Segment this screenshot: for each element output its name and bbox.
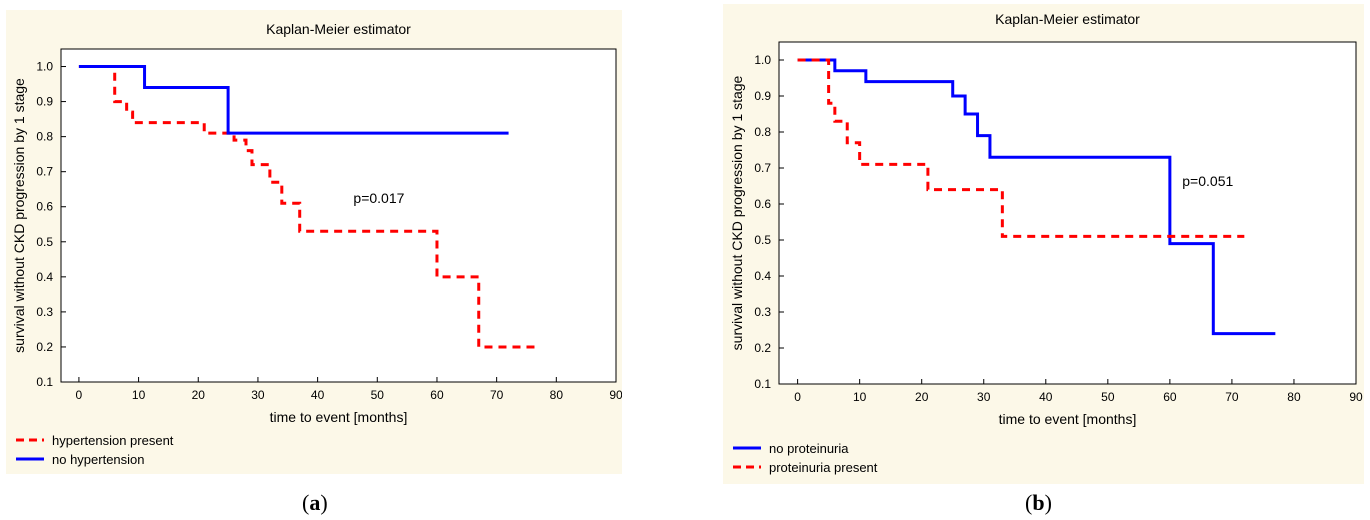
chart-1-title: Kaplan-Meier estimator (995, 11, 1140, 27)
chart-1-x-axis-label: time to event [months] (999, 411, 1137, 427)
chart-1-x-tick-label: 0 (794, 390, 801, 404)
caption-b: (b) (1025, 490, 1052, 515)
chart-0-x-tick-label: 10 (132, 388, 146, 402)
chart-1-y-tick-label: 0.3 (754, 305, 771, 319)
chart-1-x-tick-label: 40 (1039, 390, 1053, 404)
chart-1-series-line-1 (797, 58, 1276, 336)
chart-1-x-tick-label: 80 (1287, 390, 1301, 404)
chart-1-y-tick-label: 0.7 (754, 161, 771, 175)
chart-0-y-tick-label: 0.2 (36, 340, 53, 354)
chart-0-y-tick-label: 0.9 (36, 95, 53, 109)
chart-0-legend-label-1: hypertension present (52, 433, 174, 448)
chart-1-x-tick-label: 70 (1225, 390, 1239, 404)
chart-1-series-line-2 (797, 58, 1245, 238)
chart-1-x-tick-label: 30 (977, 390, 991, 404)
chart-0-y-tick-label: 0.6 (36, 200, 53, 214)
chart-1-plot-area (778, 41, 1357, 385)
chart-1-y-tick-label: 0.5 (754, 233, 771, 247)
chart-0-y-tick-label: 0.7 (36, 165, 53, 179)
chart-0-x-tick-label: 90 (609, 388, 622, 402)
chart-0-legend-label-2: no hypertension (52, 452, 145, 467)
chart-1-x-tick-label: 20 (915, 390, 929, 404)
chart-0-x-tick-label: 70 (490, 388, 504, 402)
chart-1-y-tick-label: 0.9 (754, 89, 771, 103)
chart-0-plot-area (60, 48, 617, 383)
chart-1-y-tick-label: 0.2 (754, 341, 771, 355)
chart-1-x-tick-label: 90 (1349, 390, 1363, 404)
chart-1-x-tick-label: 50 (1101, 390, 1115, 404)
chart-0-x-tick-label: 60 (430, 388, 444, 402)
chart-0-y-tick-label: 0.8 (36, 130, 53, 144)
chart-0-x-tick-label: 80 (550, 388, 564, 402)
chart-0-y-tick-label: 0.4 (36, 270, 53, 284)
chart-1-y-axis-label: survival without CKD progression by 1 st… (729, 75, 745, 350)
chart-panel-b: Kaplan-Meier estimator 0 10 20 30 40 50 60 70 80 9… (723, 4, 1364, 484)
chart-0-x-tick-label: 0 (76, 388, 83, 402)
chart-0-y-axis-label: survival without CKD progression by 1 st… (11, 78, 27, 353)
chart-1-legend-label-1: no proteinuria (769, 441, 849, 456)
chart-1-p-value-annotation: p=0.051 (1182, 173, 1233, 189)
chart-0-x-tick-label: 50 (371, 388, 385, 402)
chart-1-x-tick-label: 60 (1163, 390, 1177, 404)
chart-0-x-axis-label: time to event [months] (270, 409, 408, 425)
chart-a-svg: Kaplan-Meier estimator 0 10 20 30 40 50 60 70 80 9… (11, 21, 622, 467)
chart-1-y-tick-label: 1.0 (754, 53, 771, 67)
chart-0-y-tick-label: 0.3 (36, 305, 53, 319)
chart-panel-a: Kaplan-Meier estimator 0 10 20 30 40 50 60 70 80 9… (6, 10, 622, 474)
chart-0-x-tick-label: 20 (192, 388, 206, 402)
chart-0-p-value-annotation: p=0.017 (353, 190, 404, 206)
chart-1-y-tick-label: 0.1 (754, 377, 771, 391)
chart-0-title: Kaplan-Meier estimator (266, 21, 411, 37)
caption-a: (a) (302, 490, 328, 515)
chart-1-legend-label-2: proteinuria present (769, 460, 878, 475)
chart-0-series-line-2 (78, 65, 509, 135)
chart-0-y-tick-label: 0.1 (36, 375, 53, 389)
chart-1-y-tick-label: 0.6 (754, 197, 771, 211)
chart-1-y-tick-label: 0.8 (754, 125, 771, 139)
chart-b-svg: Kaplan-Meier estimator 0 10 20 30 40 50 60 70 80 9… (729, 11, 1363, 475)
chart-0-y-tick-label: 1.0 (36, 60, 53, 74)
chart-0-y-tick-label: 0.5 (36, 235, 53, 249)
chart-1-y-tick-label: 0.4 (754, 269, 771, 283)
chart-0-x-tick-label: 40 (311, 388, 325, 402)
chart-0-x-tick-label: 30 (251, 388, 265, 402)
chart-0-series-line-1 (78, 65, 539, 349)
chart-1-x-tick-label: 10 (853, 390, 867, 404)
